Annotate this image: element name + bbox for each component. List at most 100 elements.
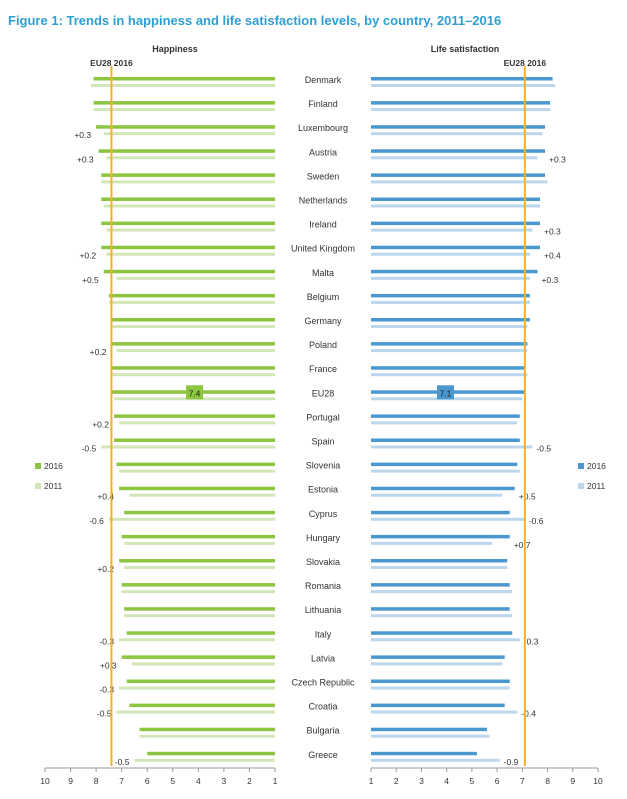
country-label: Lithuania	[305, 605, 342, 615]
country-label: Bulgaria	[306, 726, 339, 736]
life-satisfaction-change-label: +0.7	[514, 540, 531, 550]
happiness-tick-label: 3	[222, 776, 227, 786]
life-satisfaction-bar-2016	[371, 221, 540, 226]
happiness-change-label: -0.5	[82, 444, 97, 454]
life-satisfaction-bar-2016	[371, 751, 477, 756]
happiness-change-label: +0.2	[97, 564, 114, 574]
life-satisfaction-change-label: -0.9	[504, 757, 519, 767]
happiness-change-label: +0.4	[97, 492, 114, 502]
happiness-tick-label: 1	[273, 776, 278, 786]
country-label: Denmark	[305, 75, 342, 85]
life-satisfaction-change-label: +0.4	[544, 251, 561, 261]
happiness-bar-2016	[103, 269, 276, 274]
happiness-bar-2011	[111, 373, 275, 377]
happiness-change-label: +0.2	[92, 419, 109, 429]
life-satisfaction-change-label: -0.6	[529, 516, 544, 526]
life-satisfaction-reference-label: EU28 2016	[504, 58, 547, 68]
life-satisfaction-bar-2011	[371, 300, 530, 304]
life-satisfaction-bar-2016	[371, 245, 540, 250]
life-satisfaction-bar-2011	[371, 566, 508, 569]
happiness-bar-2011	[124, 566, 275, 569]
life-satisfaction-eu28-value: 7.1	[440, 388, 452, 398]
happiness-tick-label: 7	[119, 776, 124, 786]
life-satisfaction-bar-2016	[371, 534, 510, 539]
happiness-bar-2016	[101, 197, 275, 201]
happiness-bar-2011	[124, 541, 275, 545]
life-satisfaction-bar-2016	[371, 366, 525, 370]
life-satisfaction-bar-2011	[371, 156, 538, 160]
happiness-bar-2016	[114, 414, 275, 418]
happiness-tick-label: 9	[68, 776, 73, 786]
happiness-change-label: +0.2	[90, 347, 107, 357]
happiness-bar-2016	[111, 342, 275, 346]
life-satisfaction-bar-2016	[371, 293, 530, 298]
life-satisfaction-tick-label: 2	[394, 776, 399, 786]
life-satisfaction-bar-2016	[371, 438, 520, 442]
happiness-bar-2011	[116, 276, 275, 280]
legend-swatch-life-satisfaction-2011	[578, 483, 584, 489]
life-satisfaction-change-label: -0.5	[536, 444, 551, 454]
life-satisfaction-bar-2011	[371, 445, 533, 449]
happiness-bar-2016	[124, 607, 275, 611]
happiness-change-label: -0.6	[89, 516, 104, 526]
happiness-bar-2011	[103, 132, 276, 136]
happiness-change-label: -0.3	[99, 636, 114, 646]
happiness-bar-2016	[129, 703, 275, 708]
life-satisfaction-bar-2016	[371, 583, 510, 587]
life-satisfaction-tick-label: 8	[545, 776, 550, 786]
life-satisfaction-change-label: -0.3	[524, 636, 539, 646]
life-satisfaction-bar-2011	[371, 469, 520, 473]
life-satisfaction-bar-2016	[371, 631, 513, 635]
life-satisfaction-bar-2011	[371, 517, 525, 521]
life-satisfaction-bar-2011	[371, 132, 543, 136]
happiness-bar-2016	[93, 77, 275, 81]
country-label: Latvia	[311, 653, 335, 663]
country-label: Estonia	[308, 485, 338, 495]
happiness-bar-2016	[121, 534, 276, 539]
country-label: Greece	[308, 750, 338, 760]
legend-label-life-satisfaction-2011: 2011	[587, 481, 606, 491]
happiness-bar-2011	[108, 300, 275, 304]
life-satisfaction-bar-2016	[371, 342, 528, 346]
happiness-change-label: +0.3	[74, 130, 91, 140]
country-label: Portugal	[306, 412, 340, 422]
life-satisfaction-bar-2016	[371, 727, 488, 732]
happiness-bar-2016	[111, 366, 275, 370]
happiness-bar-2016	[93, 101, 275, 105]
legend-label-happiness-2016: 2016	[44, 461, 63, 471]
happiness-tick-label: 8	[94, 776, 99, 786]
happiness-bar-2011	[106, 228, 275, 232]
life-satisfaction-bar-2016	[371, 318, 530, 322]
happiness-bar-2011	[111, 325, 275, 328]
happiness-bar-2011	[119, 638, 275, 642]
life-satisfaction-tick-label: 4	[444, 776, 449, 786]
life-satisfaction-bar-2011	[371, 108, 551, 112]
happiness-tick-label: 6	[145, 776, 150, 786]
life-satisfaction-change-label: +0.3	[549, 154, 566, 164]
country-label: Belgium	[307, 292, 340, 302]
happiness-bar-2011	[108, 517, 275, 521]
country-label: Poland	[309, 340, 337, 350]
life-satisfaction-bar-2016	[371, 679, 510, 683]
legend-label-happiness-2011: 2011	[44, 481, 63, 491]
chart-title: Figure 1: Trends in happiness and life s…	[8, 13, 502, 28]
happiness-bar-2011	[103, 204, 276, 208]
happiness-bar-2016	[139, 727, 275, 732]
happiness-bar-2011	[134, 758, 275, 762]
country-label: Slovenia	[306, 461, 341, 471]
happiness-bar-2011	[101, 445, 275, 449]
life-satisfaction-bar-2016	[371, 607, 510, 611]
life-satisfaction-change-label: -0.4	[521, 709, 536, 719]
life-satisfaction-tick-label: 5	[470, 776, 475, 786]
life-satisfaction-tick-label: 6	[495, 776, 500, 786]
life-satisfaction-bar-2011	[371, 84, 556, 87]
life-satisfaction-bar-2011	[371, 734, 490, 738]
country-label: Netherlands	[299, 196, 348, 206]
country-label: Cyprus	[309, 509, 338, 519]
happiness-bar-2011	[129, 493, 275, 497]
life-satisfaction-bar-2016	[371, 269, 538, 274]
country-label: Italy	[315, 629, 332, 639]
legend-swatch-life-satisfaction-2016	[578, 463, 584, 469]
happiness-bar-2016	[147, 751, 275, 756]
country-label: EU28	[312, 388, 335, 398]
